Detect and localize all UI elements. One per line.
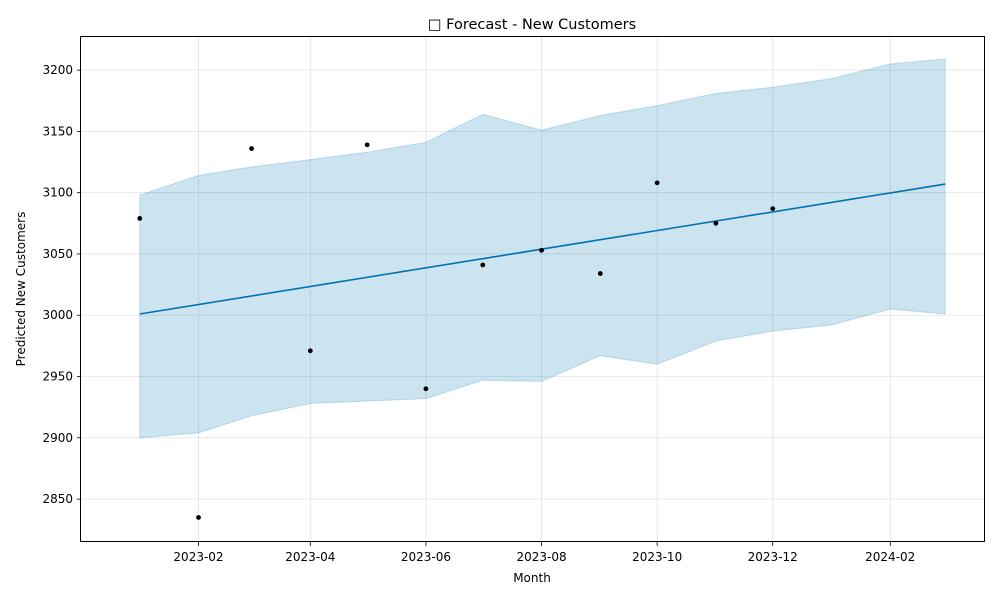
- observed-point: [654, 180, 660, 186]
- y-tick-label: 2850: [42, 492, 73, 506]
- x-tick-label: 2023-02: [173, 550, 223, 564]
- observed-point: [423, 386, 429, 392]
- x-tick-label: 2024-02: [865, 550, 915, 564]
- observed-point: [597, 271, 603, 276]
- observed-points-layer: [137, 142, 776, 520]
- observed-point: [137, 216, 143, 221]
- observed-point: [364, 142, 370, 148]
- plot-frame: [80, 36, 985, 542]
- chart-title: □ Forecast - New Customers: [428, 17, 636, 33]
- y-axis-ticks: 2850 2900 2950 3000 3050 3100 3150 3200: [42, 63, 81, 506]
- x-tick-label: 2023-10: [632, 550, 682, 564]
- x-tick-label: 2023-06: [401, 550, 451, 564]
- y-tick-label: 3100: [42, 186, 73, 200]
- observed-point: [249, 146, 254, 151]
- observed-point: [770, 206, 776, 212]
- y-tick-label: 3150: [42, 124, 73, 138]
- y-tick-label: 2900: [42, 431, 73, 445]
- x-tick-label: 2023-04: [285, 550, 335, 564]
- y-tick-label: 3050: [42, 247, 73, 261]
- observed-point: [307, 348, 313, 354]
- x-axis-ticks: 2023-02 2023-04 2023-06 2023-08 2023-10 2023-…: [173, 542, 915, 564]
- grid: [81, 37, 985, 542]
- y-axis-label: Predicted New Customers: [14, 212, 28, 367]
- observed-point: [480, 262, 486, 268]
- observed-point: [196, 515, 201, 520]
- y-tick-label: 3200: [42, 63, 73, 77]
- y-tick-label: 3000: [42, 308, 73, 322]
- x-tick-label: 2023-12: [748, 550, 798, 564]
- observed-point: [539, 247, 544, 253]
- x-axis-label: Month: [513, 571, 551, 585]
- observed-point: [713, 220, 719, 226]
- y-tick-label: 2950: [42, 370, 73, 384]
- x-tick-label: 2023-08: [516, 550, 566, 564]
